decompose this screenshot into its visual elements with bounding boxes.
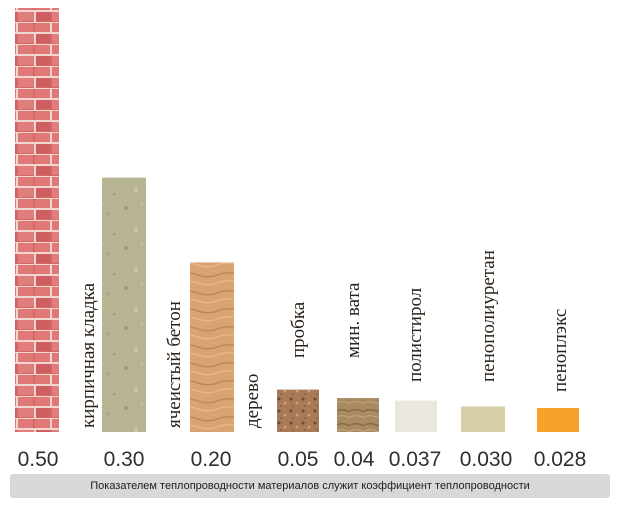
- category-label: пробка: [288, 301, 309, 358]
- category-label: дерево: [242, 374, 263, 428]
- bar-5: [337, 398, 379, 432]
- category-label: кирпичная кладка: [78, 282, 99, 428]
- caption-text: Показателем теплопроводности материалов …: [90, 480, 530, 492]
- bar-7: [461, 406, 505, 432]
- value-label: 0.04: [334, 448, 375, 471]
- category-label: пеноплэкс: [550, 309, 571, 392]
- value-label: 0.030: [460, 448, 513, 471]
- bar-2: [102, 177, 146, 432]
- category-label: мин. вата: [343, 282, 364, 358]
- bar-group: [15, 8, 579, 432]
- category-label: пенополиуретан: [478, 250, 499, 382]
- bar-4: [277, 389, 319, 432]
- bar-1: [15, 8, 59, 432]
- value-label: 0.05: [278, 448, 319, 471]
- bar-8: [537, 408, 579, 432]
- bar-6: [395, 400, 437, 432]
- category-label: полистирол: [405, 287, 426, 382]
- thermal-conductivity-chart: кирпичная кладка ячеистый бетон дерево проб…: [15, 8, 587, 471]
- category-label-group: кирпичная кладка ячеистый бетон дерево проб…: [78, 250, 571, 428]
- value-label: 0.50: [18, 448, 59, 471]
- value-label: 0.028: [534, 448, 587, 471]
- value-label: 0.20: [191, 448, 232, 471]
- value-label: 0.037: [389, 448, 442, 471]
- bar-3: [190, 262, 234, 432]
- caption-bar: Показателем теплопроводности материалов …: [10, 474, 610, 498]
- category-label: ячеистый бетон: [164, 301, 185, 428]
- value-label: 0.30: [104, 448, 145, 471]
- value-label-group: 0.50 0.30 0.20 0.05 0.04 0.037 0.030 0.028: [18, 448, 587, 471]
